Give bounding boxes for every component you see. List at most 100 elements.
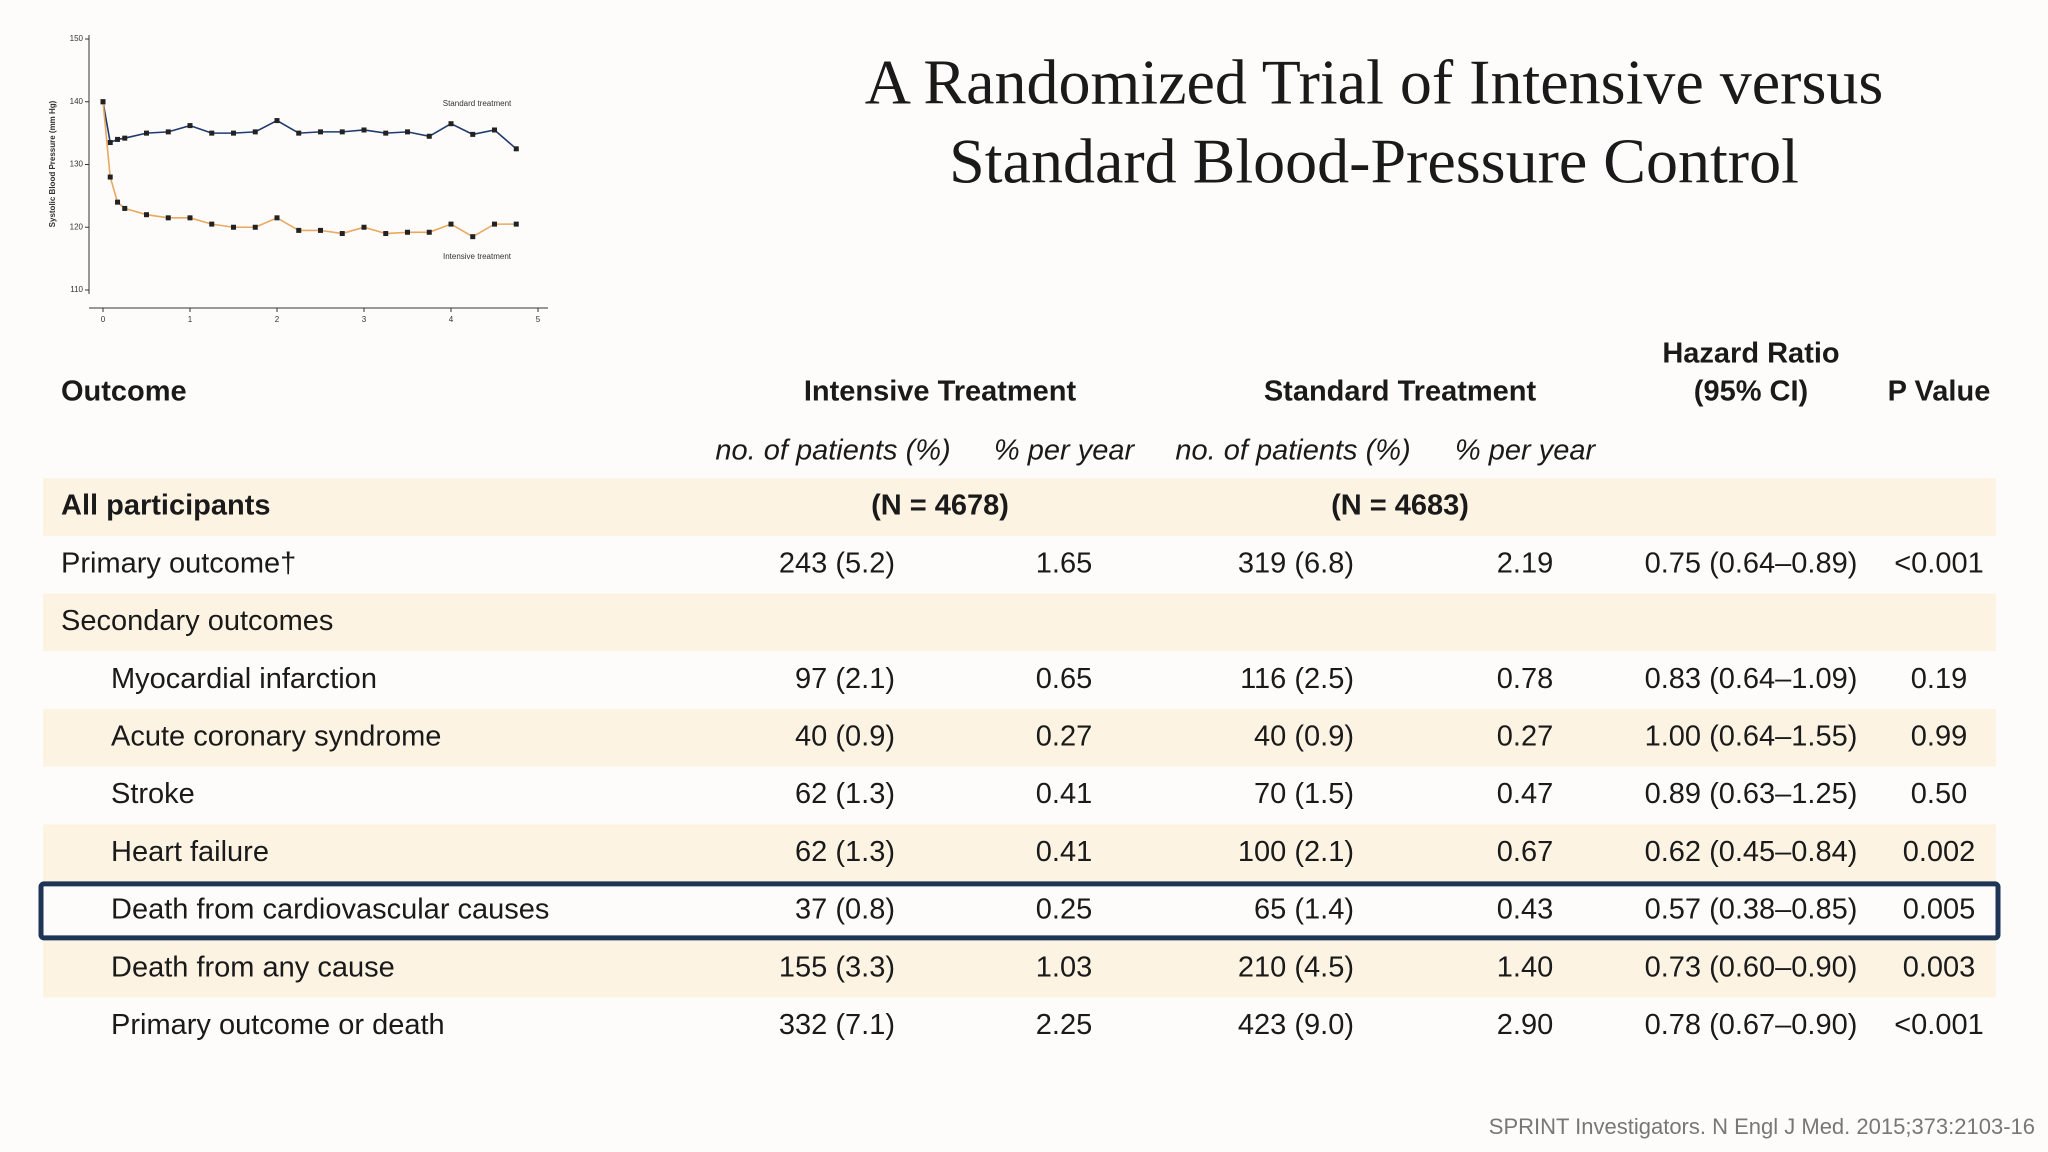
data-point xyxy=(513,146,519,152)
x-tick-label: 1 xyxy=(188,315,193,324)
row-label: Stroke xyxy=(111,778,195,810)
data-point xyxy=(339,129,345,135)
data-point xyxy=(187,215,193,221)
y-tick-label: 140 xyxy=(70,97,84,106)
data-point xyxy=(187,123,193,129)
cell: 0.78 xyxy=(1497,663,1553,695)
header-cell: Intensive Treatment xyxy=(804,376,1077,408)
data-point xyxy=(426,133,432,139)
cell: 0.27 xyxy=(1497,720,1553,752)
data-point xyxy=(165,129,171,135)
data-point xyxy=(144,130,149,136)
data-point xyxy=(144,212,149,218)
cell: 423 (9.0) xyxy=(1238,1009,1354,1041)
cell: 0.75 (0.64–0.89) xyxy=(1645,547,1858,579)
cell: (N = 4678) xyxy=(871,490,1009,522)
x-tick-label: 5 xyxy=(536,315,541,324)
data-point xyxy=(383,231,389,237)
data-point xyxy=(492,221,497,227)
cell: 0.005 xyxy=(1903,894,1976,926)
cell: 1.65 xyxy=(1036,547,1092,579)
data-point xyxy=(361,127,367,133)
cell: 0.25 xyxy=(1036,894,1092,926)
data-point xyxy=(107,140,113,146)
cell: 1.03 xyxy=(1036,951,1092,983)
data-point xyxy=(296,130,302,136)
header-cell: Hazard Ratio xyxy=(1662,338,1839,370)
row-label: Primary outcome or death xyxy=(111,1009,445,1041)
cell: 0.78 (0.67–0.90) xyxy=(1645,1009,1858,1041)
data-point xyxy=(231,130,236,136)
subheader-cell: no. of patients (%) xyxy=(715,435,950,467)
data-point xyxy=(122,135,128,141)
row-label: Death from cardiovascular causes xyxy=(111,894,549,926)
y-axis-label: Systolic Blood Pressure (mm Hg) xyxy=(48,100,57,227)
cell: 319 (6.8) xyxy=(1238,547,1354,579)
cell: 65 (1.4) xyxy=(1254,894,1354,926)
row-band xyxy=(43,939,1996,998)
y-tick-label: 110 xyxy=(70,285,83,294)
header-cell: (95% CI) xyxy=(1694,376,1808,408)
cell: 0.67 xyxy=(1497,836,1553,868)
cell: 100 (2.1) xyxy=(1238,836,1354,868)
data-point xyxy=(426,229,432,235)
cell: 0.65 xyxy=(1036,663,1092,695)
data-point xyxy=(339,231,345,237)
cell: 0.50 xyxy=(1911,778,1967,810)
data-point xyxy=(209,221,215,227)
row-band xyxy=(43,478,1996,536)
subheader-cell: % per year xyxy=(1455,435,1597,467)
data-point xyxy=(165,215,171,221)
data-point xyxy=(209,130,215,136)
data-point xyxy=(513,221,519,227)
title-line: A Randomized Trial of Intensive versus xyxy=(865,47,1884,118)
data-point xyxy=(492,127,497,133)
row-band xyxy=(43,824,1996,883)
data-point xyxy=(252,129,258,135)
cell: 0.57 (0.38–0.85) xyxy=(1645,894,1858,926)
data-point xyxy=(115,199,121,205)
cell: 97 (2.1) xyxy=(795,663,895,695)
cell: 0.99 xyxy=(1911,720,1967,752)
cell: 40 (0.9) xyxy=(1254,720,1354,752)
subheader-cell: % per year xyxy=(994,435,1136,467)
cell: 0.19 xyxy=(1911,663,1967,695)
cell: 1.00 (0.64–1.55) xyxy=(1645,720,1858,752)
cell: 2.90 xyxy=(1497,1009,1553,1041)
cell: 37 (0.8) xyxy=(795,894,895,926)
cell: 0.43 xyxy=(1497,894,1553,926)
data-point xyxy=(470,234,476,240)
cell: 40 (0.9) xyxy=(795,720,895,752)
data-point xyxy=(448,221,454,227)
citation: SPRINT Investigators. N Engl J Med. 2015… xyxy=(1489,1114,2035,1139)
x-tick-label: 0 xyxy=(101,315,106,324)
cell: 0.73 (0.60–0.90) xyxy=(1645,951,1858,983)
cell: 0.27 xyxy=(1036,720,1092,752)
cell: 0.003 xyxy=(1903,951,1976,983)
y-tick-label: 130 xyxy=(70,160,84,169)
series-label: Intensive treatment xyxy=(443,252,512,261)
cell: (N = 4683) xyxy=(1331,490,1469,522)
cell: 0.41 xyxy=(1036,778,1092,810)
row-band xyxy=(43,593,1996,652)
cell: 0.83 (0.64–1.09) xyxy=(1645,663,1858,695)
data-point xyxy=(383,130,389,136)
cell: 0.41 xyxy=(1036,836,1092,868)
series-label: Standard treatment xyxy=(443,99,512,108)
section-label: Secondary outcomes xyxy=(61,605,333,637)
cell: 0.89 (0.63–1.25) xyxy=(1645,778,1858,810)
cell: 70 (1.5) xyxy=(1254,778,1354,810)
cell: 116 (2.5) xyxy=(1240,663,1354,695)
data-point xyxy=(274,215,280,221)
x-tick-label: 3 xyxy=(362,315,367,324)
data-point xyxy=(296,227,302,233)
data-point xyxy=(448,121,454,127)
data-point xyxy=(405,129,410,135)
title-line: Standard Blood-Pressure Control xyxy=(949,126,1799,197)
data-point xyxy=(122,205,128,211)
highlight-box xyxy=(38,881,2001,941)
row-label: All participants xyxy=(61,490,271,522)
cell: 2.19 xyxy=(1497,547,1553,579)
data-point xyxy=(115,136,121,142)
